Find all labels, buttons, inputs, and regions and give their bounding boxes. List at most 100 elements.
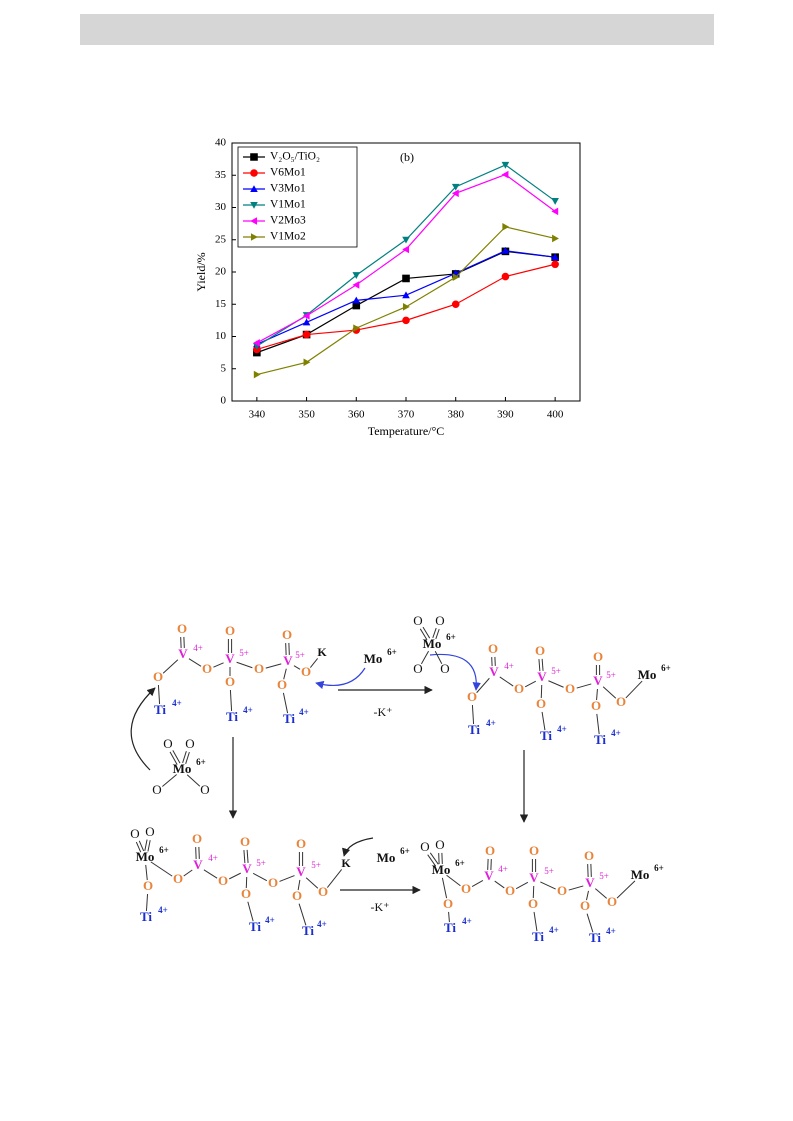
atom-label: O <box>153 669 163 684</box>
bond <box>596 688 598 701</box>
atom-label: 5+ <box>311 860 321 870</box>
bond <box>471 704 475 725</box>
atom-label: O <box>292 888 302 903</box>
marker <box>402 274 410 283</box>
bond <box>186 774 201 787</box>
bond <box>538 659 541 672</box>
atom-label: 4+ <box>172 698 182 708</box>
bond <box>441 877 448 899</box>
bond <box>144 839 148 851</box>
atom-label: 6+ <box>387 647 397 657</box>
atom-label: O <box>192 831 202 846</box>
atom-label: O <box>225 623 235 638</box>
atom-label: V <box>178 646 188 661</box>
atom-label: Mo <box>432 862 451 877</box>
atom-label: Ti <box>154 702 166 717</box>
atom-label: V <box>585 875 595 890</box>
marker <box>551 207 559 216</box>
y-tick-label: 10 <box>215 330 227 342</box>
atom-label: 5+ <box>551 666 561 676</box>
bond <box>446 874 461 887</box>
marker <box>451 183 460 191</box>
atom-label: 5+ <box>599 871 609 881</box>
atom-label: O <box>143 878 153 893</box>
atom-label: O <box>485 843 495 858</box>
bond <box>524 680 537 688</box>
atom-label: O <box>301 664 311 679</box>
bond <box>434 650 443 665</box>
bond <box>279 875 295 882</box>
bond <box>169 751 178 765</box>
bond <box>541 711 546 731</box>
chart: 0 5 10 15 20 25 30 35 40 340 350 360 370 380 390 400 Tem… <box>194 137 581 438</box>
bond <box>476 677 490 694</box>
atom-label: V <box>529 870 539 885</box>
atom-label: Ti <box>468 722 480 737</box>
curved-arrow <box>130 687 156 771</box>
marker <box>402 303 410 311</box>
bond <box>586 913 594 933</box>
marker <box>551 198 559 205</box>
y-tick-label: 5 <box>221 362 227 374</box>
atom-label: V <box>484 868 494 883</box>
atom-label: Ti <box>226 709 238 724</box>
marker <box>402 316 410 325</box>
atom-label: Ti <box>249 919 261 934</box>
bond <box>162 659 179 674</box>
bond <box>172 750 181 764</box>
y-tick-label: 20 <box>215 266 227 278</box>
atom-label: 6+ <box>661 663 671 673</box>
atom-label: -K⁺ <box>374 705 393 719</box>
bond <box>182 751 187 763</box>
atom-label: O <box>277 677 287 692</box>
x-tick-label: 370 <box>398 409 415 421</box>
marker <box>353 324 361 332</box>
atom-label: 4+ <box>462 916 472 926</box>
x-tick-label: 360 <box>348 409 365 421</box>
bond <box>548 680 564 688</box>
marker <box>551 260 559 269</box>
atom-label: Mo <box>173 761 192 776</box>
x-axis-label: Temperature/°C <box>368 424 445 438</box>
atom-label: 6+ <box>654 863 664 873</box>
atom-label: O <box>173 871 183 886</box>
bond <box>625 680 643 699</box>
atom-label: Ti <box>532 929 544 944</box>
atom-label: O <box>241 886 251 901</box>
atom-label: Mo <box>377 850 396 865</box>
atom-label: V <box>296 864 306 879</box>
atom-label: O <box>591 698 601 713</box>
x-tick-label: 340 <box>249 409 266 421</box>
atom-label: Ti <box>540 728 552 743</box>
legend-label: V₂O₅/TiO₂ <box>270 151 320 163</box>
x-tick-label: 390 <box>497 409 514 421</box>
bond <box>246 849 249 863</box>
atom-label: 4+ <box>317 919 327 929</box>
legend-label: V3Mo1 <box>270 183 306 195</box>
bond <box>326 869 343 888</box>
atom-label: O <box>420 839 429 854</box>
curved-arrow <box>315 667 366 689</box>
atom-label: 6+ <box>446 632 456 642</box>
atom-label: 4+ <box>243 705 253 715</box>
bond <box>576 683 592 689</box>
marker <box>501 170 509 179</box>
atom-label: 4+ <box>265 915 275 925</box>
bond <box>541 658 544 671</box>
atom-label: O <box>557 883 567 898</box>
atom-label: O <box>163 736 172 751</box>
atom-label: Ti <box>444 920 456 935</box>
curved-arrow <box>342 837 374 857</box>
atom-label: V <box>193 857 203 872</box>
atom-label: 4+ <box>611 728 621 738</box>
marker <box>501 246 510 254</box>
x-tick-label: 350 <box>298 409 315 421</box>
atom-label: O <box>282 627 292 642</box>
atom-label: O <box>130 826 139 841</box>
marker <box>402 291 410 299</box>
atom-label: Ti <box>594 732 606 747</box>
bond <box>145 893 149 912</box>
atom-label: O <box>218 873 228 888</box>
atom-label: O <box>616 694 626 709</box>
